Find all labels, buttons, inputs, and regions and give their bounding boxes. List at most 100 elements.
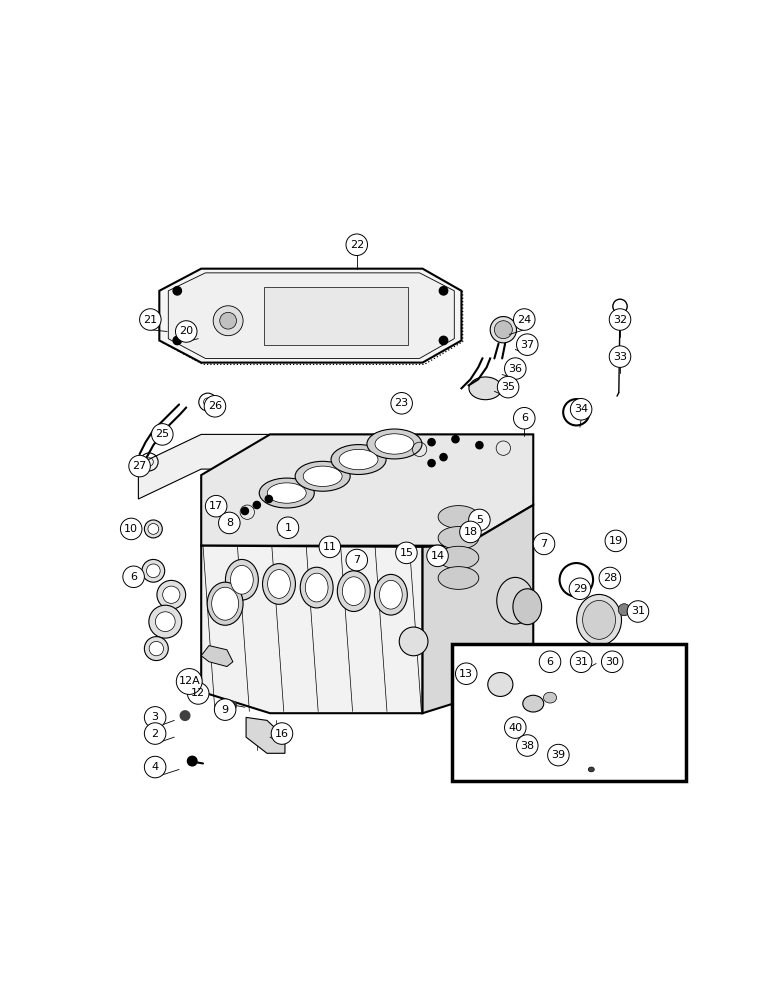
Text: 6: 6 <box>547 657 554 667</box>
Text: 13: 13 <box>459 669 473 679</box>
Circle shape <box>609 309 631 330</box>
Ellipse shape <box>147 564 160 578</box>
Text: 5: 5 <box>476 515 483 525</box>
Ellipse shape <box>488 673 513 696</box>
Ellipse shape <box>339 449 378 470</box>
Text: 33: 33 <box>613 352 627 362</box>
Ellipse shape <box>469 377 502 400</box>
Circle shape <box>513 407 535 429</box>
Text: 6: 6 <box>521 413 528 423</box>
Circle shape <box>188 683 209 704</box>
Text: 20: 20 <box>179 326 193 336</box>
Text: 18: 18 <box>463 527 478 537</box>
Circle shape <box>605 530 627 552</box>
Circle shape <box>427 545 449 567</box>
Ellipse shape <box>144 520 162 538</box>
Ellipse shape <box>267 483 306 503</box>
Text: 19: 19 <box>609 536 623 546</box>
Ellipse shape <box>163 586 180 603</box>
Polygon shape <box>201 546 422 713</box>
Text: 26: 26 <box>208 401 222 411</box>
Circle shape <box>144 756 166 778</box>
Circle shape <box>140 309 161 330</box>
Text: 12A: 12A <box>178 676 200 686</box>
Circle shape <box>608 647 625 664</box>
Circle shape <box>229 702 236 709</box>
Ellipse shape <box>375 434 414 454</box>
Circle shape <box>627 601 648 622</box>
Circle shape <box>505 717 526 738</box>
Circle shape <box>123 566 144 588</box>
Ellipse shape <box>259 478 314 508</box>
Text: 35: 35 <box>501 382 515 392</box>
Ellipse shape <box>438 546 479 569</box>
Text: 34: 34 <box>574 404 588 414</box>
Circle shape <box>129 455 151 477</box>
Circle shape <box>319 536 340 558</box>
Text: 7: 7 <box>540 539 547 549</box>
Text: 23: 23 <box>394 398 408 408</box>
Circle shape <box>440 454 447 461</box>
Circle shape <box>175 321 197 342</box>
Circle shape <box>144 723 166 744</box>
Circle shape <box>516 334 538 355</box>
Text: 30: 30 <box>605 657 619 667</box>
Circle shape <box>533 533 555 555</box>
Ellipse shape <box>300 567 334 608</box>
Circle shape <box>505 358 526 379</box>
Ellipse shape <box>543 692 557 703</box>
Ellipse shape <box>303 466 342 486</box>
Ellipse shape <box>207 582 243 625</box>
Circle shape <box>220 312 236 329</box>
Polygon shape <box>264 287 408 345</box>
Ellipse shape <box>149 641 164 656</box>
Text: 25: 25 <box>155 429 169 439</box>
Circle shape <box>242 507 249 515</box>
Ellipse shape <box>148 524 159 534</box>
Text: 4: 4 <box>151 762 159 772</box>
Circle shape <box>476 442 483 449</box>
Circle shape <box>176 669 202 694</box>
Text: 9: 9 <box>222 705 229 715</box>
Ellipse shape <box>331 445 386 474</box>
Circle shape <box>469 509 490 531</box>
Ellipse shape <box>513 589 542 625</box>
Circle shape <box>253 501 260 509</box>
Ellipse shape <box>496 577 534 624</box>
Circle shape <box>346 549 367 571</box>
Ellipse shape <box>155 612 175 632</box>
Ellipse shape <box>262 564 296 604</box>
Circle shape <box>144 463 147 467</box>
Ellipse shape <box>374 574 408 615</box>
Text: 15: 15 <box>399 548 414 558</box>
Circle shape <box>439 336 448 345</box>
Circle shape <box>540 651 560 673</box>
Ellipse shape <box>588 767 594 772</box>
Text: 29: 29 <box>573 584 587 594</box>
Circle shape <box>428 439 435 446</box>
Text: 40: 40 <box>508 723 523 733</box>
Text: 11: 11 <box>323 542 337 552</box>
Text: 14: 14 <box>431 551 445 561</box>
Circle shape <box>277 517 299 539</box>
Text: 22: 22 <box>350 240 364 250</box>
Ellipse shape <box>212 587 239 620</box>
Circle shape <box>181 711 190 720</box>
Text: 31: 31 <box>631 606 645 616</box>
Circle shape <box>571 651 592 673</box>
Ellipse shape <box>149 605 181 638</box>
Text: 10: 10 <box>124 524 138 534</box>
Text: 36: 36 <box>508 364 523 374</box>
Polygon shape <box>201 646 233 667</box>
Circle shape <box>215 699 236 720</box>
Text: 31: 31 <box>574 657 588 667</box>
Circle shape <box>205 495 227 517</box>
Ellipse shape <box>523 695 543 712</box>
Circle shape <box>120 518 142 540</box>
Circle shape <box>452 436 459 443</box>
Text: 28: 28 <box>603 573 617 583</box>
Circle shape <box>459 521 481 543</box>
Circle shape <box>151 424 173 445</box>
Ellipse shape <box>583 600 615 639</box>
Ellipse shape <box>225 559 259 600</box>
